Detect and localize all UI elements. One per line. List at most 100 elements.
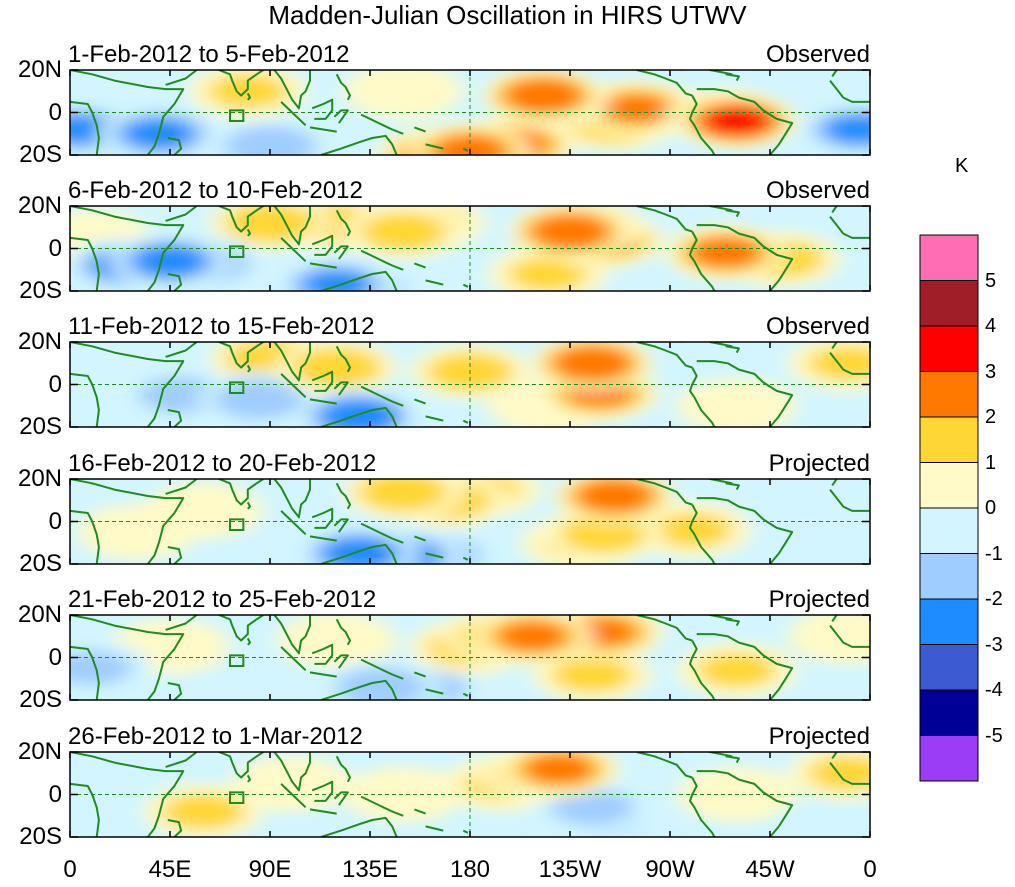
anomaly-contour — [507, 256, 588, 291]
coastline — [311, 507, 334, 529]
coastline — [167, 682, 183, 700]
anomaly-contour — [689, 237, 763, 269]
coastline — [462, 556, 469, 561]
coastline — [425, 825, 444, 832]
map-panel — [69, 478, 871, 565]
lat-label: 20N — [17, 328, 62, 355]
colorbar-swatch — [919, 644, 979, 691]
map-panel — [69, 205, 871, 292]
coastlines — [70, 342, 870, 427]
anomaly-contour — [529, 213, 611, 250]
panel-type-label: Observed — [765, 41, 870, 68]
colorbar-swatch — [919, 371, 979, 418]
coastline — [309, 535, 337, 542]
region-box — [229, 109, 245, 122]
coastlines — [70, 206, 870, 291]
coastline — [320, 543, 398, 564]
anomaly-contour — [276, 615, 397, 669]
lat-label: 20S — [19, 413, 62, 440]
anomaly-contour — [550, 788, 635, 826]
coastline — [218, 752, 264, 779]
coastlines — [70, 615, 870, 700]
coastline — [333, 245, 349, 260]
coastline — [725, 618, 740, 627]
coastline — [333, 654, 349, 669]
lat-label: 20S — [19, 686, 62, 713]
coastline — [414, 808, 426, 815]
coastline — [636, 479, 693, 506]
lat-label: 0 — [48, 643, 62, 671]
panel-type-label: Projected — [768, 586, 870, 613]
colorbar-swatch — [919, 507, 979, 554]
anomaly-contour — [696, 652, 777, 688]
coastline — [167, 546, 183, 564]
coastline — [165, 752, 198, 768]
map-panel — [69, 614, 871, 701]
coastline — [829, 761, 870, 785]
anomaly-contour — [131, 244, 209, 278]
colorbar-unit: K — [955, 155, 969, 177]
coastline — [829, 624, 870, 648]
coastline — [165, 479, 198, 495]
panel-date-label: 11-Feb-2012 to 15-Feb-2012 — [68, 313, 375, 340]
region-box — [229, 791, 245, 804]
panel-type-label: Projected — [768, 450, 870, 477]
colorbar-tick-label: 5 — [985, 269, 997, 292]
coastline — [333, 518, 349, 533]
region-box — [229, 654, 245, 667]
coastline — [425, 415, 444, 422]
coastline — [831, 752, 838, 759]
colorbar-tick-label: -5 — [985, 724, 1003, 747]
anomaly-contour — [601, 93, 672, 123]
coastline — [414, 671, 426, 678]
anomaly-contour — [70, 369, 142, 426]
coastline — [360, 385, 404, 407]
coastline — [70, 206, 185, 291]
coastline — [273, 479, 311, 519]
coastline — [165, 70, 198, 86]
anomaly-contour — [301, 269, 372, 291]
anomaly-contour — [162, 793, 245, 830]
coastline — [829, 488, 870, 512]
colorbar-tick-label: -4 — [985, 679, 1003, 701]
coastline — [167, 409, 183, 427]
coastline — [689, 95, 716, 155]
coastline — [218, 479, 264, 506]
coastline — [70, 645, 100, 700]
coastline — [273, 342, 311, 382]
map-panel — [69, 69, 871, 156]
coastline — [309, 671, 337, 678]
coastline — [725, 73, 740, 82]
anomaly-contour — [335, 667, 427, 700]
region-box — [229, 518, 245, 531]
coastline — [335, 482, 351, 510]
anomaly-field — [70, 752, 870, 837]
lat-label: 20N — [17, 465, 62, 492]
lon-label: 180 — [449, 856, 491, 883]
coastline — [280, 646, 307, 672]
coastline — [725, 209, 740, 218]
coastline — [167, 819, 183, 837]
coastline — [311, 234, 334, 256]
anomaly-contour — [676, 377, 797, 427]
coastline — [320, 134, 398, 155]
coastline — [462, 283, 469, 288]
anomaly-contour — [807, 755, 870, 791]
coastline — [70, 70, 185, 155]
anomaly-contour — [223, 125, 317, 155]
panel-date-label: 16-Feb-2012 to 20-Feb-2012 — [68, 450, 377, 477]
colorbar-swatch — [919, 735, 979, 782]
coastline — [165, 615, 198, 631]
coastline — [681, 479, 733, 485]
anomaly-contour — [213, 379, 305, 420]
coastline — [333, 381, 349, 396]
coastline — [696, 770, 794, 837]
coastline — [689, 640, 716, 700]
coastline — [273, 70, 311, 110]
coastline — [414, 262, 426, 269]
colorbar-tick-label: -1 — [985, 542, 1003, 565]
coastline — [280, 101, 307, 127]
coastline — [218, 342, 264, 369]
coastline — [360, 795, 404, 817]
